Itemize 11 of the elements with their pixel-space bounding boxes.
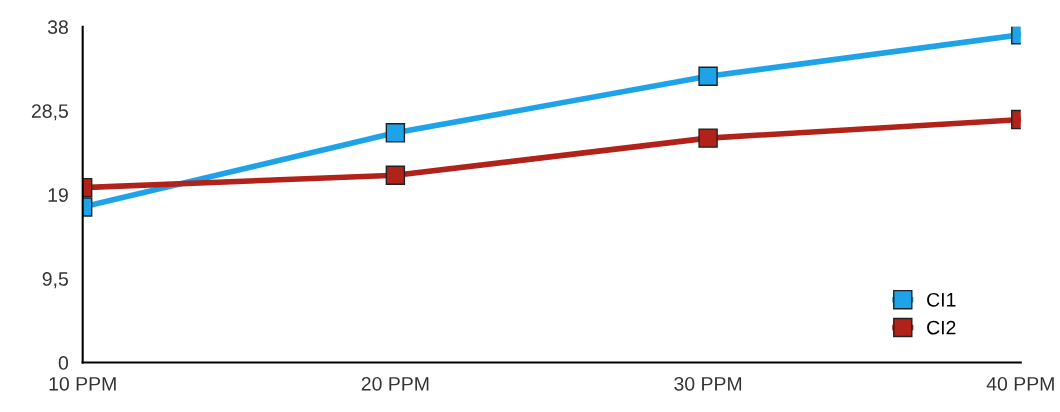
legend-label: CI2 — [927, 320, 956, 335]
x-tick-label: 20 PPM — [361, 376, 429, 391]
legend-label: CI1 — [927, 292, 956, 307]
x-tick-label: 10 PPM — [49, 376, 116, 391]
y-tick-label: 0 — [58, 356, 69, 370]
x-tick-label: 30 PPM — [674, 376, 742, 391]
x-tick-label: 40 PPM — [986, 376, 1054, 391]
y-tick-label: 9,5 — [42, 272, 68, 289]
y-tick-label: 19 — [48, 188, 68, 202]
y-tick-label: 28,5 — [31, 104, 68, 121]
y-tick-label: 38 — [47, 20, 68, 35]
